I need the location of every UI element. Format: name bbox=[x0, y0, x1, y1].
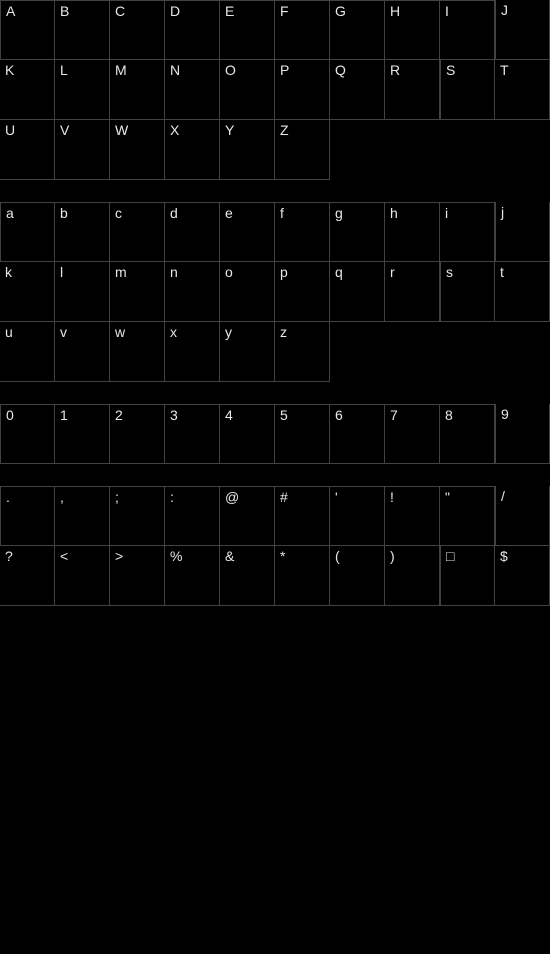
glyph-cell: ( bbox=[330, 546, 385, 606]
glyph-cell: Z bbox=[275, 120, 330, 180]
glyph-cell: # bbox=[275, 486, 330, 546]
glyph-cell: y bbox=[220, 322, 275, 382]
glyph-cell: T bbox=[495, 60, 550, 120]
glyph-cell: r bbox=[385, 262, 440, 322]
glyph-cell: / bbox=[495, 486, 550, 546]
glyph-cell: E bbox=[220, 0, 275, 60]
glyph-cell: M bbox=[110, 60, 165, 120]
glyph-cell: Y bbox=[220, 120, 275, 180]
glyph-cell: S bbox=[440, 60, 495, 120]
glyph-cell: 9 bbox=[495, 404, 550, 464]
glyph-cell: 3 bbox=[165, 404, 220, 464]
glyph-cell: H bbox=[385, 0, 440, 60]
glyph-cell: U bbox=[0, 120, 55, 180]
glyph-cell: : bbox=[165, 486, 220, 546]
glyph-cell: @ bbox=[220, 486, 275, 546]
glyph-cell: f bbox=[275, 202, 330, 262]
glyph-cell: % bbox=[165, 546, 220, 606]
glyph-cell: ' bbox=[330, 486, 385, 546]
glyph-cell: i bbox=[440, 202, 495, 262]
glyph-cell: O bbox=[220, 60, 275, 120]
glyph-cell: □ bbox=[440, 546, 495, 606]
section-digits: 0123456789 bbox=[0, 404, 550, 464]
glyph-cell: B bbox=[55, 0, 110, 60]
glyph-cell: l bbox=[55, 262, 110, 322]
glyph-cell: R bbox=[385, 60, 440, 120]
glyph-cell: G bbox=[330, 0, 385, 60]
glyph-cell: V bbox=[55, 120, 110, 180]
glyph-cell: 6 bbox=[330, 404, 385, 464]
glyph-cell: j bbox=[495, 202, 550, 262]
glyph-cell: C bbox=[110, 0, 165, 60]
glyph-cell: X bbox=[165, 120, 220, 180]
glyph-cell: 4 bbox=[220, 404, 275, 464]
glyph-cell: n bbox=[165, 262, 220, 322]
glyph-cell: * bbox=[275, 546, 330, 606]
glyph-cell: q bbox=[330, 262, 385, 322]
glyph-cell: , bbox=[55, 486, 110, 546]
glyph-cell: u bbox=[0, 322, 55, 382]
glyph-cell: a bbox=[0, 202, 55, 262]
section-gap bbox=[0, 180, 550, 202]
glyph-cell: ; bbox=[110, 486, 165, 546]
glyph-cell: Q bbox=[330, 60, 385, 120]
section-uppercase: ABCDEFGHIJ KLMNOPQRST UVWXYZ bbox=[0, 0, 550, 180]
glyph-cell: I bbox=[440, 0, 495, 60]
glyph-cell: 2 bbox=[110, 404, 165, 464]
glyph-cell: m bbox=[110, 262, 165, 322]
glyph-cell: 7 bbox=[385, 404, 440, 464]
glyph-cell: F bbox=[275, 0, 330, 60]
glyph-cell: d bbox=[165, 202, 220, 262]
glyph-cell: D bbox=[165, 0, 220, 60]
glyph-cell: 5 bbox=[275, 404, 330, 464]
glyph-cell: o bbox=[220, 262, 275, 322]
glyph-cell: . bbox=[0, 486, 55, 546]
glyph-cell: 0 bbox=[0, 404, 55, 464]
glyph-cell: ? bbox=[0, 546, 55, 606]
glyph-cell: h bbox=[385, 202, 440, 262]
glyph-cell: k bbox=[0, 262, 55, 322]
glyph-cell: 8 bbox=[440, 404, 495, 464]
glyph-cell: " bbox=[440, 486, 495, 546]
glyph-cell: ) bbox=[385, 546, 440, 606]
glyph-cell: L bbox=[55, 60, 110, 120]
glyph-cell: N bbox=[165, 60, 220, 120]
glyph-cell: < bbox=[55, 546, 110, 606]
glyph-cell: g bbox=[330, 202, 385, 262]
section-symbols: .,;:@#'!"/?<>%&*()□$ bbox=[0, 486, 550, 606]
glyph-cell: > bbox=[110, 546, 165, 606]
glyph-cell: J bbox=[495, 0, 550, 60]
section-gap bbox=[0, 382, 550, 404]
glyph-cell: b bbox=[55, 202, 110, 262]
glyph-cell: ! bbox=[385, 486, 440, 546]
glyph-cell: p bbox=[275, 262, 330, 322]
glyph-cell: $ bbox=[495, 546, 550, 606]
glyph-cell: W bbox=[110, 120, 165, 180]
glyph-cell: t bbox=[495, 262, 550, 322]
glyph-cell: 1 bbox=[55, 404, 110, 464]
glyph-cell: s bbox=[440, 262, 495, 322]
glyph-cell: P bbox=[275, 60, 330, 120]
glyph-cell: w bbox=[110, 322, 165, 382]
section-lowercase: abcdefghij klmnopqrst uvwxyz bbox=[0, 202, 550, 382]
glyph-cell: e bbox=[220, 202, 275, 262]
character-map: ABCDEFGHIJ KLMNOPQRST UVWXYZabcdefghij klmn… bbox=[0, 0, 550, 606]
glyph-cell: x bbox=[165, 322, 220, 382]
glyph-cell: v bbox=[55, 322, 110, 382]
glyph-cell: z bbox=[275, 322, 330, 382]
glyph-cell: & bbox=[220, 546, 275, 606]
glyph-cell: A bbox=[0, 0, 55, 60]
glyph-cell: K bbox=[0, 60, 55, 120]
section-gap bbox=[0, 464, 550, 486]
glyph-cell: c bbox=[110, 202, 165, 262]
